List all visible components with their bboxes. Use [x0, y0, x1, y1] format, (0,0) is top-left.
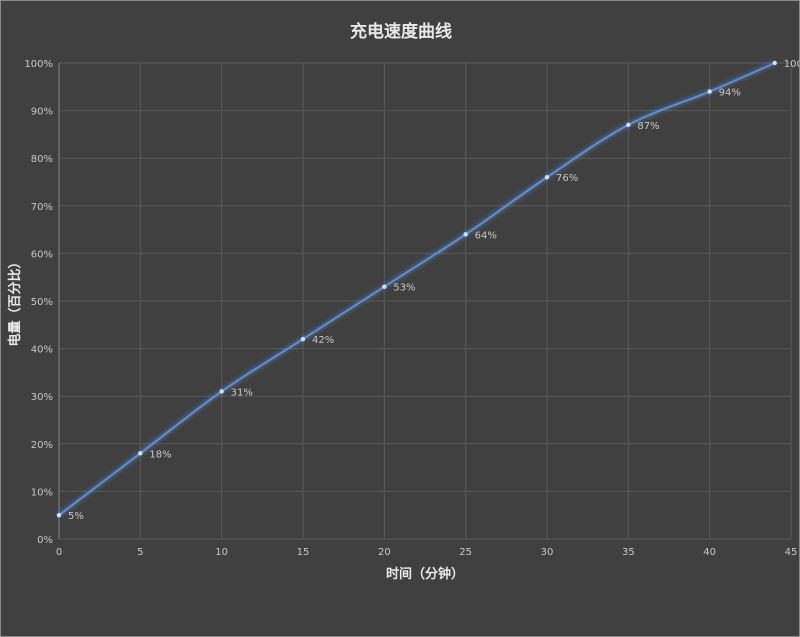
- x-axis-label: 时间（分钟）: [386, 566, 464, 582]
- data-label: 94%: [719, 88, 741, 99]
- y-axis-label: 电量（百分比）: [7, 255, 23, 346]
- x-tick-label: 10: [215, 547, 228, 558]
- data-point: [626, 122, 631, 128]
- data-point: [56, 513, 62, 518]
- x-tick-label: 25: [459, 547, 472, 558]
- data-label: 87%: [637, 121, 659, 132]
- y-tick-label: 10%: [31, 487, 53, 498]
- y-tick-label: 70%: [31, 202, 53, 213]
- data-point: [138, 451, 143, 456]
- y-tick-label: 80%: [31, 154, 53, 165]
- data-point: [300, 336, 306, 342]
- data-point: [382, 284, 387, 289]
- data-label: 53%: [393, 283, 415, 294]
- y-tick-label: 40%: [31, 345, 53, 356]
- x-tick-label: 0: [56, 547, 62, 558]
- series-line: [58, 62, 776, 516]
- chart-title: 充电速度曲线: [350, 21, 452, 42]
- x-tick-label: 15: [297, 547, 310, 558]
- x-tick-label: 5: [137, 547, 143, 558]
- data-point: [463, 232, 468, 237]
- x-tick-label: 30: [541, 547, 554, 558]
- y-tick-label: 30%: [31, 392, 53, 403]
- data-point: [707, 89, 712, 94]
- data-label: 42%: [312, 335, 334, 346]
- x-tick-label: 20: [378, 547, 391, 558]
- data-label: 31%: [231, 387, 253, 398]
- data-label: 100%: [784, 59, 800, 70]
- y-tick-label: 50%: [31, 297, 53, 308]
- data-label: 76%: [556, 173, 578, 184]
- x-tick-label: 40: [703, 547, 716, 558]
- data-point: [772, 60, 777, 66]
- x-tick-label: 35: [622, 547, 635, 558]
- data-label: 64%: [475, 230, 497, 241]
- data-point: [544, 175, 550, 180]
- y-tick-label: 60%: [31, 249, 53, 260]
- y-tick-label: 90%: [31, 107, 53, 118]
- y-tick-label: 20%: [31, 440, 53, 451]
- data-label: 18%: [149, 449, 171, 460]
- x-tick-label: 45: [785, 547, 798, 558]
- data-point: [219, 389, 224, 394]
- data-label: 5%: [68, 511, 84, 522]
- y-tick-label: 0%: [37, 535, 53, 546]
- y-tick-label: 100%: [24, 59, 53, 70]
